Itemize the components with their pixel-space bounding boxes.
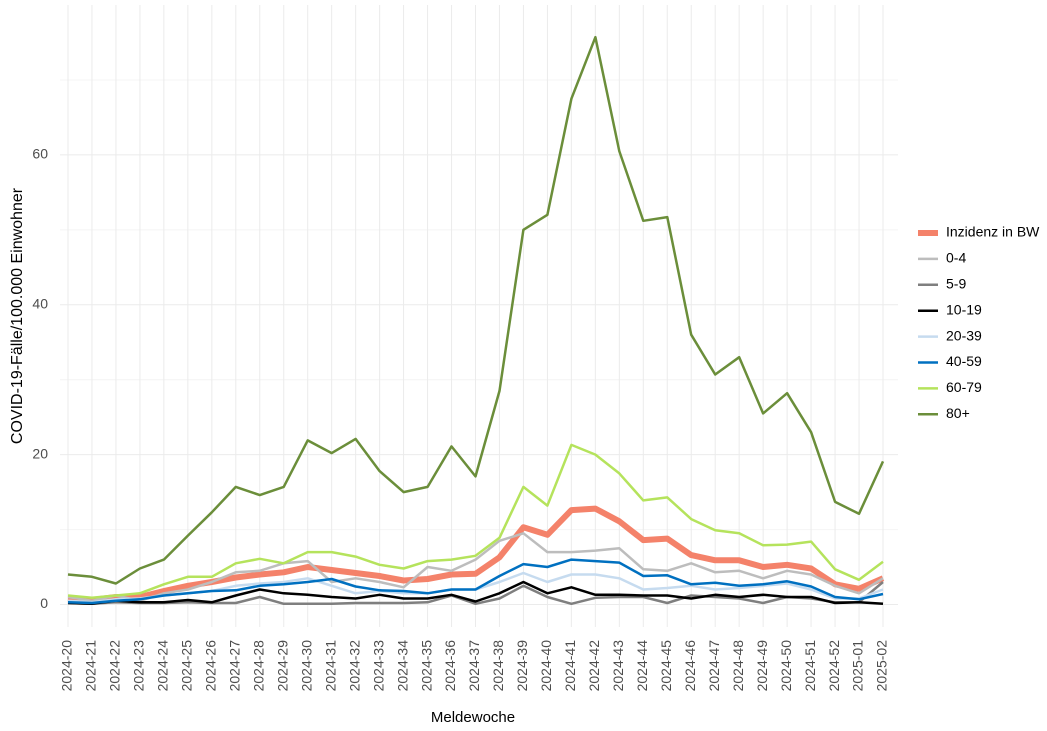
x-tick-label: 2024-38 xyxy=(490,640,506,692)
x-tick-label: 2024-24 xyxy=(155,640,171,692)
x-tick-label: 2024-44 xyxy=(634,640,650,692)
x-tick-label: 2025-01 xyxy=(850,640,866,692)
series-line xyxy=(67,532,884,603)
series-line xyxy=(67,35,885,585)
legend-label: 10-19 xyxy=(946,301,982,317)
legend-label: 20-39 xyxy=(946,327,982,343)
y-tick-label: 0 xyxy=(40,595,48,611)
x-tick-label: 2024-34 xyxy=(394,640,410,692)
x-tick-label: 2025-02 xyxy=(874,640,890,692)
y-tick-label: 20 xyxy=(32,445,48,461)
series-line xyxy=(67,443,884,600)
x-tick-label: 2024-47 xyxy=(706,640,722,692)
x-tick-label: 2024-27 xyxy=(226,640,242,692)
x-tick-label: 2024-45 xyxy=(658,640,674,692)
x-tick-label: 2024-50 xyxy=(778,640,794,692)
legend-label: Inzidenz in BW xyxy=(946,224,1040,240)
grid xyxy=(60,5,898,627)
y-axis-title: COVID-19-Fälle/100.000 Einwohner xyxy=(9,187,26,444)
legend-label: 40-59 xyxy=(946,353,982,369)
x-tick-label: 2024-46 xyxy=(682,640,698,692)
legend-label: 80+ xyxy=(946,405,970,421)
x-tick-label: 2024-37 xyxy=(466,640,482,692)
x-tick-label: 2024-41 xyxy=(562,640,578,692)
x-tick-label: 2024-36 xyxy=(442,640,458,692)
x-tick-label: 2024-26 xyxy=(203,640,219,692)
series-line xyxy=(67,580,884,606)
x-tick-label: 2024-51 xyxy=(802,640,818,692)
x-tick-label: 2024-30 xyxy=(298,640,314,692)
x-tick-label: 2024-42 xyxy=(586,640,602,692)
x-tick-label: 2024-31 xyxy=(322,640,338,692)
legend-label: 5-9 xyxy=(946,276,966,292)
x-tick-label: 2024-35 xyxy=(418,640,434,692)
x-tick-label: 2024-33 xyxy=(370,640,386,692)
y-tick-label: 60 xyxy=(32,146,48,162)
legend-label: 0-4 xyxy=(946,250,966,266)
x-tick-label: 2024-48 xyxy=(730,640,746,692)
x-tick-label: 2024-29 xyxy=(274,640,290,692)
x-tick-label: 2024-21 xyxy=(83,640,99,692)
legend-label: 60-79 xyxy=(946,379,982,395)
x-tick-label: 2024-39 xyxy=(514,640,530,692)
x-tick-label: 2024-20 xyxy=(59,640,75,692)
x-tick-label: 2024-43 xyxy=(610,640,626,692)
x-tick-label: 2024-52 xyxy=(826,640,842,692)
x-tick-label: 2024-32 xyxy=(346,640,362,692)
x-axis-title: Meldewoche xyxy=(431,709,515,726)
x-tick-label: 2024-22 xyxy=(107,640,123,692)
x-tick-label: 2024-40 xyxy=(538,640,554,692)
y-tick-label: 40 xyxy=(32,295,48,311)
x-tick-label: 2024-25 xyxy=(179,640,195,692)
series-line xyxy=(67,558,884,605)
x-tick-label: 2024-23 xyxy=(131,640,147,692)
x-tick-label: 2024-49 xyxy=(754,640,770,692)
x-tick-label: 2024-28 xyxy=(250,640,266,692)
